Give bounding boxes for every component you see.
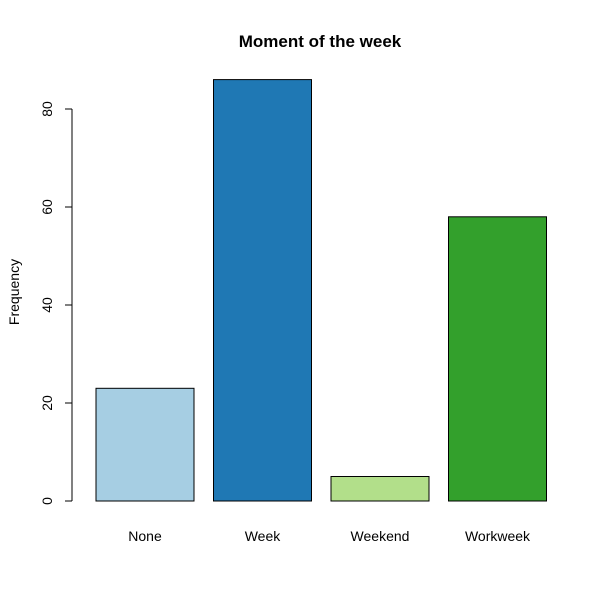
y-tick-label: 20	[39, 395, 55, 411]
y-tick-label: 40	[39, 297, 55, 313]
bar-week	[213, 79, 312, 502]
category-label: None	[128, 528, 162, 544]
y-axis-label: Frequency	[6, 259, 22, 325]
bar-workweek	[448, 216, 547, 502]
y-axis: 0 20 40 60 80	[39, 101, 73, 505]
category-label: Weekend	[351, 528, 410, 544]
category-label: Workweek	[465, 528, 531, 544]
bar-none	[95, 387, 195, 502]
bar-weekend	[330, 476, 430, 502]
category-label: Week	[245, 528, 282, 544]
y-tick-label: 80	[39, 101, 55, 117]
bars	[95, 79, 547, 502]
y-tick-label: 0	[39, 497, 55, 505]
y-tick-label: 60	[39, 199, 55, 215]
chart-title: Moment of the week	[239, 32, 402, 51]
x-axis-labels: None Week Weekend Workweek	[128, 528, 531, 544]
